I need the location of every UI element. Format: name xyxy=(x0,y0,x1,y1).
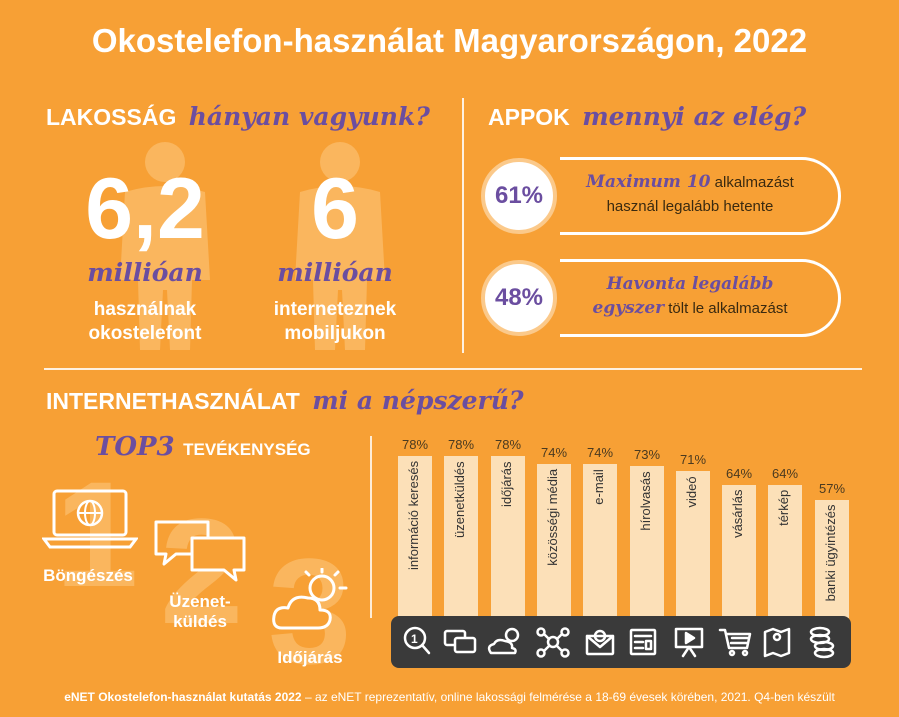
apps-head: APPOK xyxy=(488,104,570,130)
stat-text: alkalmazást xyxy=(714,174,794,191)
top3-heading: TOP3 TEVÉKENYSÉG xyxy=(95,432,311,462)
top3-label-1: Böngészés xyxy=(43,566,133,585)
monthly-downloads-pill xyxy=(560,259,841,337)
bar-category-label: hírolvasás xyxy=(638,471,653,531)
stat-script: egyszer xyxy=(592,298,665,318)
desc-line: használnak xyxy=(93,299,197,320)
bar-value-label: 64% xyxy=(771,466,799,482)
bar xyxy=(722,485,756,618)
bar-category-label: térkép xyxy=(776,490,791,527)
bar-category-label: vásárlás xyxy=(730,490,745,539)
population-script: hányan vagyunk? xyxy=(188,102,430,131)
chat-icon xyxy=(443,629,477,654)
weather-icon xyxy=(487,627,520,655)
monthly-downloads-text: Havonta legalább egyszer tölt le alkalma… xyxy=(565,272,815,321)
top3-label-line: küldés xyxy=(173,612,227,631)
bar-value-label: 73% xyxy=(633,447,661,463)
population-head: LAKOSSÁG xyxy=(46,104,177,130)
section-divider xyxy=(44,368,862,370)
mobile-internet-users-number: 6 xyxy=(311,161,359,257)
mobile-internet-users-unit: millióan xyxy=(277,258,393,287)
top3-label-3: Időjárás xyxy=(277,648,343,667)
stat-text: tölt le alkalmazást xyxy=(668,300,788,317)
bar-value-label: 78% xyxy=(447,437,475,452)
top3-label-2: Üzenet- küldés xyxy=(140,592,260,632)
bar-category-label: üzenetküldés xyxy=(452,461,467,538)
chat-bubbles-icon xyxy=(154,520,246,582)
internet-heading: INTERNETHASZNÁLAT mi a népszerű? xyxy=(46,386,524,415)
mobile-internet-users-desc: interneteznek mobiljukon xyxy=(245,298,425,346)
bar xyxy=(768,485,802,618)
bar xyxy=(815,499,849,618)
bar xyxy=(583,464,617,618)
video-icon xyxy=(674,627,704,658)
page-title: Okostelefon-használat Magyarországon, 20… xyxy=(91,22,808,59)
bar-value-label: 74% xyxy=(586,445,614,461)
bar-category-label: e-mail xyxy=(591,469,606,505)
weekly-apps-pill xyxy=(560,157,841,235)
stat-text: használ legalább hetente xyxy=(606,198,774,215)
bar-value-label: 57% xyxy=(818,480,846,496)
cart-icon xyxy=(718,628,752,657)
bar xyxy=(676,470,710,618)
population-heading: LAKOSSÁG hányan vagyunk? xyxy=(46,102,430,131)
apps-script: mennyi az elég? xyxy=(582,102,807,131)
bar xyxy=(491,456,525,618)
bar xyxy=(444,456,478,618)
bar-value-label: 64% xyxy=(725,466,753,482)
email-icon xyxy=(585,629,615,656)
internet-head: INTERNETHASZNÁLAT xyxy=(46,388,300,414)
bar-value-label: 71% xyxy=(679,451,707,467)
bar-category-label: videó xyxy=(684,475,699,507)
stat-script: Havonta legalább xyxy=(606,274,774,294)
smartphone-users-unit: millióan xyxy=(87,258,203,287)
source-footer: eNET Okostelefon-használat kutatás 2022 … xyxy=(0,690,899,704)
footer-bold: eNET Okostelefon-használat kutatás 2022 xyxy=(64,690,302,704)
desc-line: mobiljukon xyxy=(284,323,386,344)
bar xyxy=(537,464,571,618)
smartphone-users-number: 6,2 xyxy=(85,161,205,257)
network-icon xyxy=(536,627,570,658)
laptop-globe-icon xyxy=(42,489,138,549)
desc-line: okostelefont xyxy=(88,323,202,344)
bar-value-label: 78% xyxy=(494,437,522,452)
bar-value-label: 74% xyxy=(540,445,568,461)
bar xyxy=(398,456,432,618)
weekly-apps-text: Maximum 10 alkalmazást használ legalább … xyxy=(565,170,815,219)
weekly-apps-percent: 61% xyxy=(481,158,557,234)
person-silhouette-icon xyxy=(295,142,385,350)
stat-script: Maximum 10 xyxy=(586,172,711,192)
monthly-downloads-percent: 48% xyxy=(481,260,557,336)
map-icon xyxy=(763,627,791,658)
person-silhouette-icon xyxy=(120,142,210,350)
search-icon: 1 xyxy=(403,626,431,655)
footer-rest: – az eNET reprezentatív, online lakosság… xyxy=(301,690,835,704)
bar-category-label: időjárás xyxy=(499,461,514,507)
news-icon xyxy=(629,628,657,656)
top3-script: TOP3 xyxy=(95,432,175,462)
desc-line: interneteznek xyxy=(273,299,397,320)
chart-axis-line xyxy=(370,436,372,618)
activity-icons: 1 xyxy=(403,626,835,659)
apps-heading: APPOK mennyi az elég? xyxy=(488,102,806,131)
top3-label-line: Üzenet- xyxy=(169,592,231,611)
bar-value-label: 78% xyxy=(401,437,429,452)
top3-head: TEVÉKENYSÉG xyxy=(183,440,311,459)
bar-category-label: közösségi média xyxy=(545,469,560,567)
bar-category-label: banki ügyintézés xyxy=(823,504,838,602)
bar xyxy=(630,466,664,618)
weather-sun-cloud-icon xyxy=(272,568,348,630)
coins-icon xyxy=(809,626,835,659)
section-divider xyxy=(462,98,464,353)
bar-category-label: információ keresés xyxy=(406,461,421,571)
smartphone-users-desc: használnak okostelefont xyxy=(55,298,235,346)
svg-text:1: 1 xyxy=(411,632,418,646)
internet-script: mi a népszerű? xyxy=(312,386,524,415)
